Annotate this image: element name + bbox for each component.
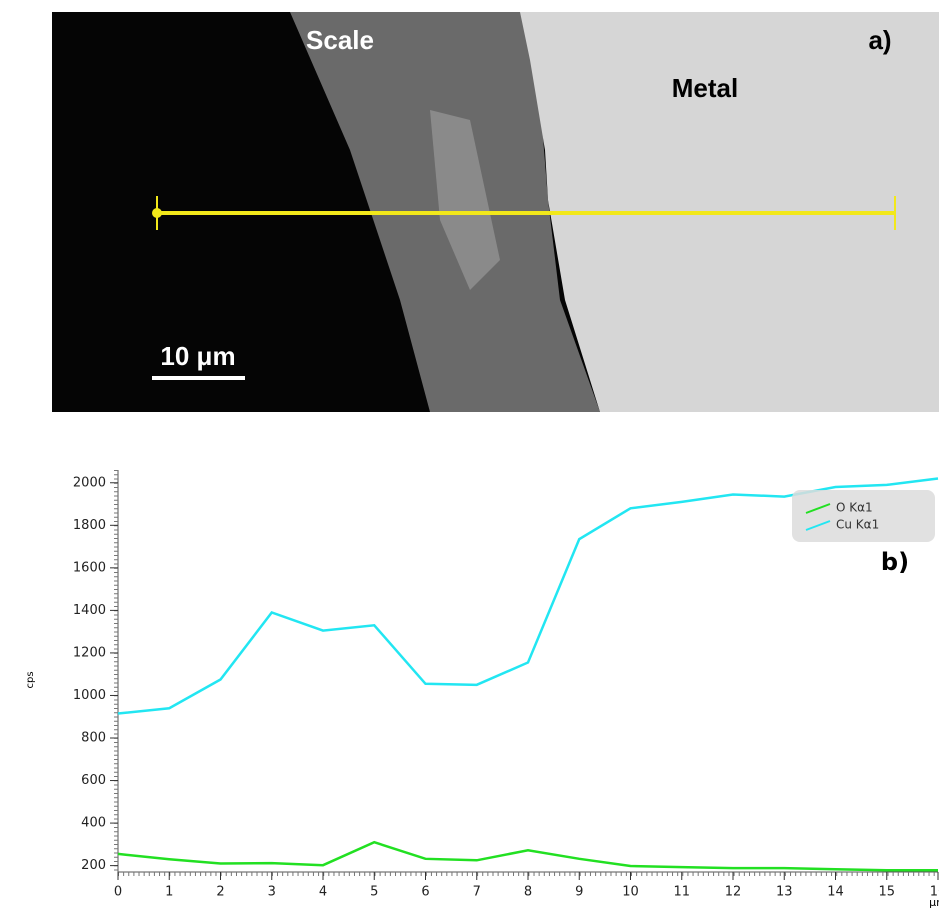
y-axis-label: cps [25, 671, 36, 688]
x-tick-label: 12 [725, 885, 742, 900]
x-tick-label: 13 [776, 885, 793, 900]
x-axis-label: μm [929, 896, 939, 909]
figure: Scale Metal a) 10 μm 2004006008001000120… [0, 0, 939, 913]
micrograph: Scale Metal a) 10 μm [52, 12, 939, 412]
y-tick-label: 1000 [73, 688, 106, 703]
y-tick-label: 1600 [73, 560, 106, 575]
y-tick-label: 400 [81, 816, 106, 831]
metal-label: Metal [672, 73, 738, 103]
x-tick-label: 0 [114, 885, 122, 900]
panel-label: a) [868, 25, 891, 55]
x-tick-label: 5 [370, 885, 378, 900]
x-tick-label: 11 [673, 885, 690, 900]
y-tick-label: 1400 [73, 603, 106, 618]
scale-bar-label: 10 μm [160, 341, 235, 371]
data-line [118, 842, 938, 870]
x-tick-label: 4 [319, 885, 327, 900]
y-tick-label: 2000 [73, 475, 106, 490]
legend-label: Cu Kα1 [836, 518, 879, 532]
legend-box [792, 490, 935, 542]
x-tick-label: 3 [268, 885, 276, 900]
x-tick-label: 2 [216, 885, 224, 900]
y-tick-label: 200 [81, 858, 106, 873]
x-tick-label: 14 [827, 885, 844, 900]
x-tick-label: 8 [524, 885, 532, 900]
x-tick-label: 6 [421, 885, 429, 900]
y-tick-label: 1200 [73, 645, 106, 660]
annotation: b) [881, 548, 909, 576]
x-tick-label: 9 [575, 885, 583, 900]
scale-label: Scale [306, 25, 374, 55]
y-tick-label: 800 [81, 731, 106, 746]
y-tick-label: 600 [81, 773, 106, 788]
x-tick-label: 15 [878, 885, 895, 900]
y-tick-label: 1800 [73, 518, 106, 533]
x-tick-label: 1 [165, 885, 173, 900]
x-tick-label: 7 [473, 885, 481, 900]
legend-label: O Kα1 [836, 501, 873, 515]
x-tick-label: 10 [622, 885, 639, 900]
